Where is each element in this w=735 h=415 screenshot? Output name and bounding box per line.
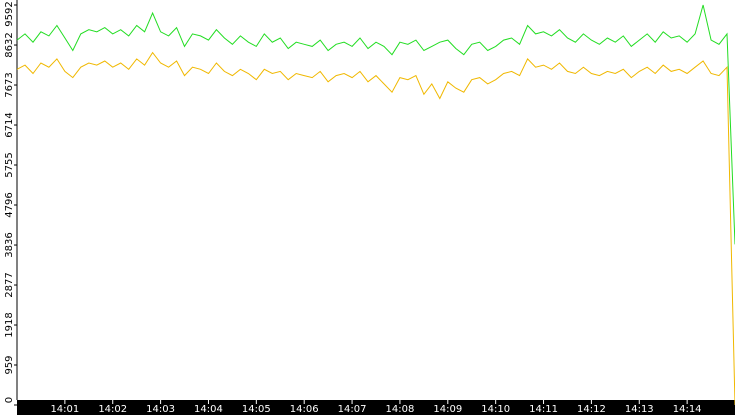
x-tick-label: 14:03 [146, 404, 175, 415]
y-tick-label: 1918 [4, 312, 15, 337]
x-tick-label: 14:12 [577, 404, 606, 415]
x-tick-label: 14:14 [673, 404, 702, 415]
y-tick-label: 8632 [4, 32, 15, 57]
series-line [16, 4, 735, 245]
y-tick-label: 2877 [4, 272, 15, 297]
y-tick-label: 7673 [4, 72, 15, 97]
y-tick-label: 5755 [4, 152, 15, 177]
x-tick-label: 14:04 [194, 404, 223, 415]
series-line [16, 51, 735, 406]
y-tick-label: 3836 [4, 232, 15, 257]
x-tick-label: 14:09 [433, 404, 462, 415]
x-tick-label: 14:02 [98, 404, 127, 415]
y-tick-label: 4796 [4, 192, 15, 217]
x-tick-label: 14:11 [529, 404, 558, 415]
x-tick-label: 14:06 [290, 404, 319, 415]
x-tick-label: 14:07 [338, 404, 367, 415]
y-tick-label: 9592 [4, 1, 15, 26]
y-tick-label: 6714 [4, 112, 15, 137]
x-axis-band [17, 400, 735, 415]
x-tick-label: 14:08 [386, 404, 415, 415]
y-tick-label: 959 [4, 355, 15, 374]
x-tick-label: 14:13 [625, 404, 654, 415]
x-tick-label: 14:05 [242, 404, 271, 415]
x-tick-label: 14:01 [50, 404, 79, 415]
y-tick-label: 0 [4, 397, 15, 403]
x-tick-label: 14:10 [481, 404, 510, 415]
